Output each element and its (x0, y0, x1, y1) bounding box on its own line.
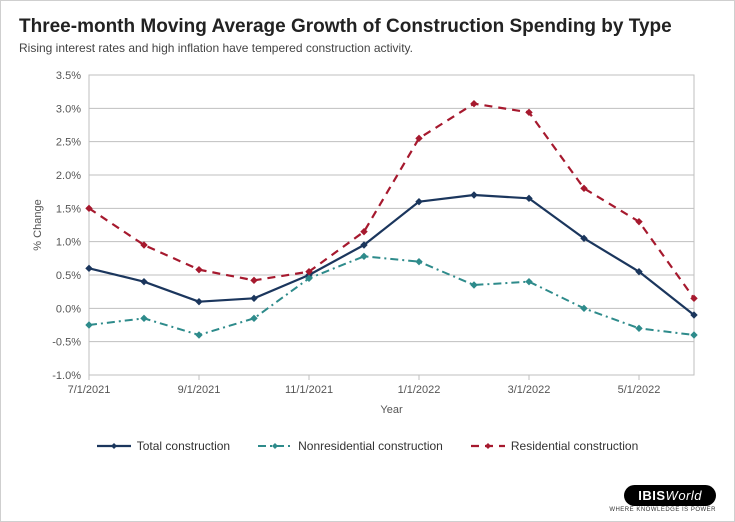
svg-text:1.0%: 1.0% (56, 236, 81, 248)
svg-text:9/1/2021: 9/1/2021 (178, 384, 221, 396)
brand-badge: IBISWorld WHERE KNOWLEDGE IS POWER (609, 485, 716, 513)
svg-text:% Change: % Change (32, 199, 44, 250)
svg-text:Year: Year (380, 404, 403, 416)
chart-card: Three-month Moving Average Growth of Con… (0, 0, 735, 522)
legend-label: Total construction (137, 439, 230, 453)
svg-text:3/1/2022: 3/1/2022 (508, 384, 551, 396)
svg-text:0.0%: 0.0% (56, 303, 81, 315)
svg-text:-0.5%: -0.5% (52, 336, 81, 348)
svg-text:0.5%: 0.5% (56, 270, 81, 282)
svg-text:2.0%: 2.0% (56, 170, 81, 182)
legend-item: Residential construction (471, 439, 638, 453)
line-chart-svg: -1.0% -0.5% 0.0% 0.5% 1.0% 1.5% 2.0% 2.5% 3.0% 3.… (19, 65, 715, 435)
chart-area: -1.0% -0.5% 0.0% 0.5% 1.0% 1.5% 2.0% 2.5% 3.0% 3.… (19, 65, 715, 435)
chart-subtitle: Rising interest rates and high inflation… (19, 41, 716, 55)
brand-tagline: WHERE KNOWLEDGE IS POWER (609, 507, 716, 513)
svg-text:1/1/2022: 1/1/2022 (398, 384, 441, 396)
svg-text:11/1/2021: 11/1/2021 (285, 384, 333, 396)
legend-item: Total construction (97, 439, 230, 453)
svg-text:1.5%: 1.5% (56, 203, 81, 215)
brand-logo: IBISWorld (624, 485, 716, 506)
svg-text:3.0%: 3.0% (56, 103, 81, 115)
svg-text:7/1/2021: 7/1/2021 (68, 384, 111, 396)
svg-text:-1.0%: -1.0% (52, 370, 81, 382)
svg-text:2.5%: 2.5% (56, 136, 81, 148)
chart-title: Three-month Moving Average Growth of Con… (19, 15, 716, 39)
legend-item: Nonresidential construction (258, 439, 443, 453)
legend-label: Residential construction (511, 439, 638, 453)
svg-text:5/1/2022: 5/1/2022 (618, 384, 661, 396)
legend-label: Nonresidential construction (298, 439, 443, 453)
legend: Total construction Nonresidential constru… (19, 439, 716, 453)
svg-text:3.5%: 3.5% (56, 70, 81, 82)
